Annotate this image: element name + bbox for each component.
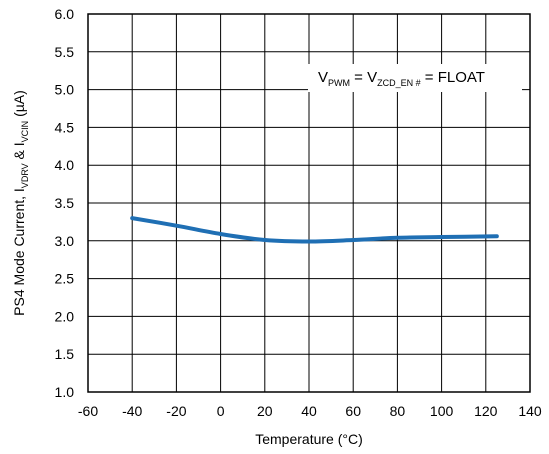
x-axis-title: Temperature (°C): [255, 431, 363, 447]
y-tick-label: 4.5: [55, 119, 75, 135]
x-tick-label: 100: [430, 403, 454, 419]
x-tick-label: -20: [166, 403, 186, 419]
y-tick-label: 2.5: [55, 271, 75, 287]
y-tick-label: 2.0: [55, 308, 75, 324]
y-tick-label: 3.5: [55, 195, 75, 211]
x-tick-label: 20: [257, 403, 273, 419]
y-axis-title: PS4 Mode Current, IVDRV & IVCIN (µA): [11, 90, 30, 316]
y-tick-labels: 1.0 1.5 2.0 2.5 3.0 3.5 4.0 4.5 5.0 5.5 6.0: [55, 6, 75, 400]
y-tick-label: 1.5: [55, 346, 75, 362]
x-tick-labels: -60 -40 -20 0 20 40 60 80 100 120 140: [78, 403, 542, 419]
x-tick-label: 140: [518, 403, 542, 419]
y-tick-label: 6.0: [55, 6, 75, 22]
y-tick-label: 3.0: [55, 233, 75, 249]
x-tick-label: -60: [78, 403, 98, 419]
series-layer: [130, 216, 499, 244]
y-tick-label: 1.0: [55, 384, 75, 400]
y-tick-label: 5.5: [55, 44, 75, 60]
annotation-box: [308, 64, 522, 92]
y-tick-label: 5.0: [55, 82, 75, 98]
x-tick-label: 40: [301, 403, 317, 419]
series-line: [130, 216, 499, 244]
x-tick-label: -40: [122, 403, 142, 419]
x-tick-label: 80: [390, 403, 406, 419]
x-tick-label: 60: [345, 403, 361, 419]
x-tick-label: 0: [217, 403, 225, 419]
y-tick-label: 4.0: [55, 157, 75, 173]
x-tick-label: 120: [474, 403, 498, 419]
plot-frame: [87, 13, 531, 393]
annotation-label: VPWM = VZCD_EN # = FLOAT: [318, 69, 485, 88]
